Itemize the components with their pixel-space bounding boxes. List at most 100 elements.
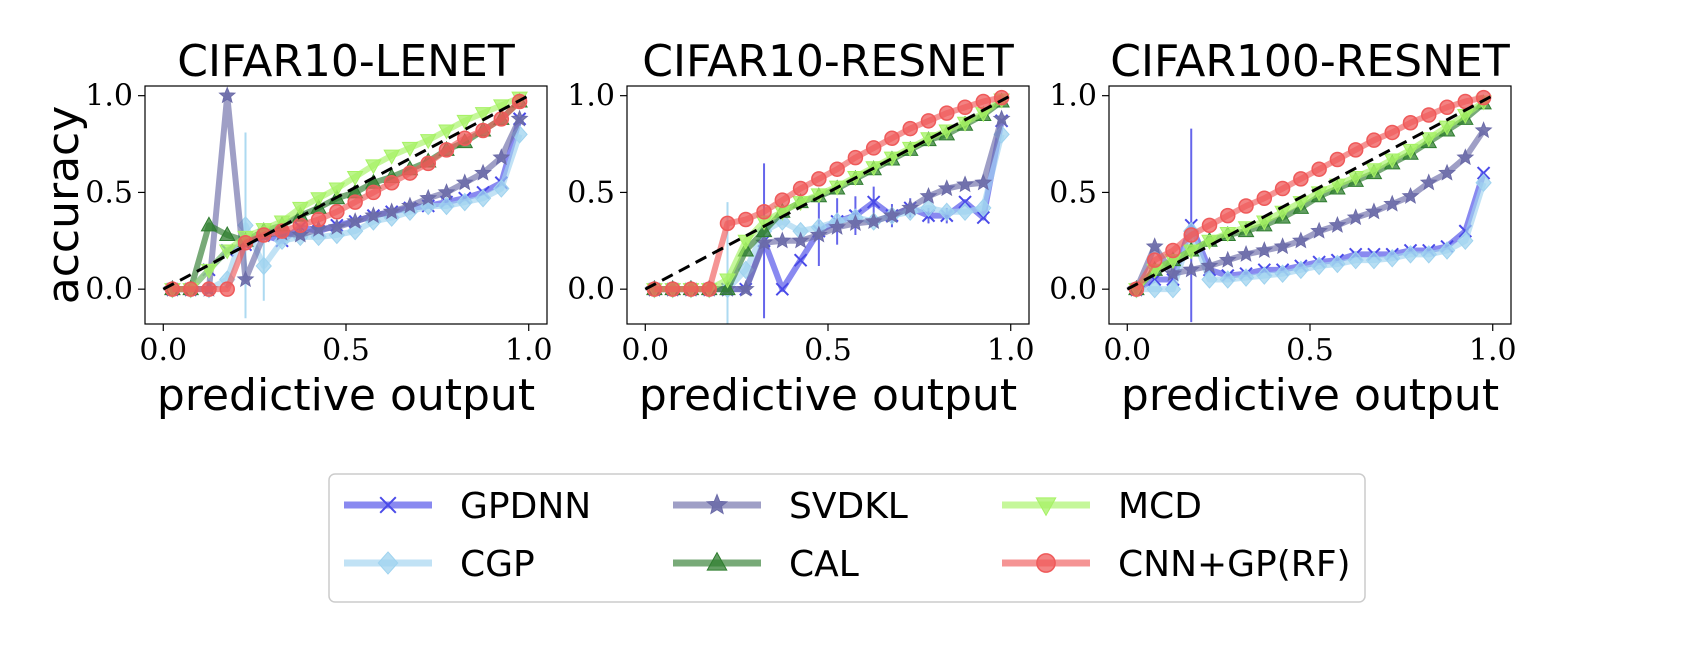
reference-diagonal <box>162 94 530 291</box>
series-line <box>654 120 1005 293</box>
data-point <box>1329 254 1346 274</box>
x-tick-label: 0.0 <box>139 333 187 368</box>
circle-icon <box>1036 553 1056 573</box>
data-point <box>309 219 328 237</box>
data-point <box>1311 161 1327 177</box>
data-point <box>920 113 937 129</box>
data-point <box>736 279 755 297</box>
data-point <box>218 225 236 241</box>
data-point <box>1475 173 1492 193</box>
data-point <box>327 217 346 235</box>
x-tick-label: 1.0 <box>1469 333 1517 368</box>
data-point <box>1273 237 1292 255</box>
data-point <box>437 183 456 200</box>
data-point <box>493 179 510 198</box>
data-point <box>1183 227 1199 243</box>
data-point <box>475 122 491 139</box>
data-point <box>701 281 717 297</box>
panel-title: CIFAR10-LENET <box>177 36 515 87</box>
data-point <box>474 163 492 181</box>
data-point <box>1366 132 1382 148</box>
data-point <box>1384 124 1400 141</box>
data-point <box>738 211 754 228</box>
data-point <box>1476 166 1491 180</box>
data-point <box>958 195 972 209</box>
x-tick-label: 0.0 <box>621 333 669 368</box>
series-cnn-gp-rf <box>164 93 528 297</box>
data-point <box>401 141 419 157</box>
series-svdkl <box>645 109 1011 297</box>
data-point <box>719 215 736 232</box>
y-tick-label: 0.5 <box>567 175 615 210</box>
data-point <box>829 161 845 177</box>
legend: GPDNN SVDKL MCD CGP CAL CNN+GP(RF) <box>328 473 1366 603</box>
data-point <box>1420 245 1437 264</box>
data-point <box>1384 248 1401 268</box>
x-axis-label: predictive output <box>157 370 535 421</box>
data-point <box>1200 256 1219 274</box>
data-point <box>364 206 383 224</box>
data-point <box>1201 217 1218 234</box>
data-point <box>182 281 199 297</box>
data-point <box>756 204 772 220</box>
data-point <box>438 142 455 158</box>
data-point <box>937 179 956 197</box>
data-point <box>809 225 828 243</box>
data-point <box>383 174 400 191</box>
data-point <box>1237 268 1255 287</box>
data-point <box>1365 250 1383 270</box>
series-cnn-gp-rf <box>646 89 1010 297</box>
data-point <box>1274 180 1291 197</box>
series-mcd <box>1128 95 1492 299</box>
data-point <box>1201 270 1218 289</box>
x-tick-label: 1.0 <box>987 333 1035 368</box>
data-point <box>1346 208 1365 226</box>
data-point <box>419 188 438 206</box>
plot-area <box>644 89 1012 324</box>
data-point <box>1293 171 1309 187</box>
data-point <box>919 186 938 204</box>
data-point <box>1347 170 1365 186</box>
data-point <box>793 253 808 267</box>
data-point <box>1328 215 1347 233</box>
legend-box <box>328 473 1366 603</box>
panel-title: CIFAR100-RESNET <box>1110 36 1510 87</box>
data-point <box>1438 241 1456 260</box>
data-point <box>1383 153 1401 169</box>
data-point <box>957 99 973 116</box>
data-point <box>976 210 991 225</box>
data-point <box>1220 207 1236 224</box>
data-point <box>493 111 510 127</box>
data-point <box>975 198 992 218</box>
data-point <box>938 202 955 222</box>
data-point <box>683 281 699 297</box>
data-point <box>774 192 791 208</box>
data-point <box>1218 250 1237 268</box>
series-cnn-gp-rf <box>1128 89 1492 297</box>
data-point <box>401 196 419 214</box>
data-point <box>883 151 901 167</box>
data-point <box>956 202 974 222</box>
data-point <box>1420 132 1438 148</box>
data-point <box>975 93 992 110</box>
legend-label: CNN+GP(RF) <box>1118 544 1351 585</box>
plot-area <box>1126 89 1494 323</box>
data-point <box>884 130 900 146</box>
data-point <box>866 195 881 209</box>
series-gpdnn <box>1129 128 1491 323</box>
data-point <box>347 194 363 210</box>
data-point <box>365 184 382 201</box>
legend-entry-mcd: MCD <box>1002 486 1202 527</box>
data-point <box>1292 260 1310 280</box>
x-tick-label: 0.5 <box>1286 333 1334 368</box>
data-point <box>792 180 809 197</box>
data-point <box>1164 279 1182 299</box>
data-point <box>346 212 365 230</box>
data-point <box>1145 237 1164 255</box>
data-point <box>236 270 255 288</box>
data-point <box>1456 148 1475 166</box>
data-point <box>474 188 492 208</box>
data-point <box>1347 142 1364 158</box>
